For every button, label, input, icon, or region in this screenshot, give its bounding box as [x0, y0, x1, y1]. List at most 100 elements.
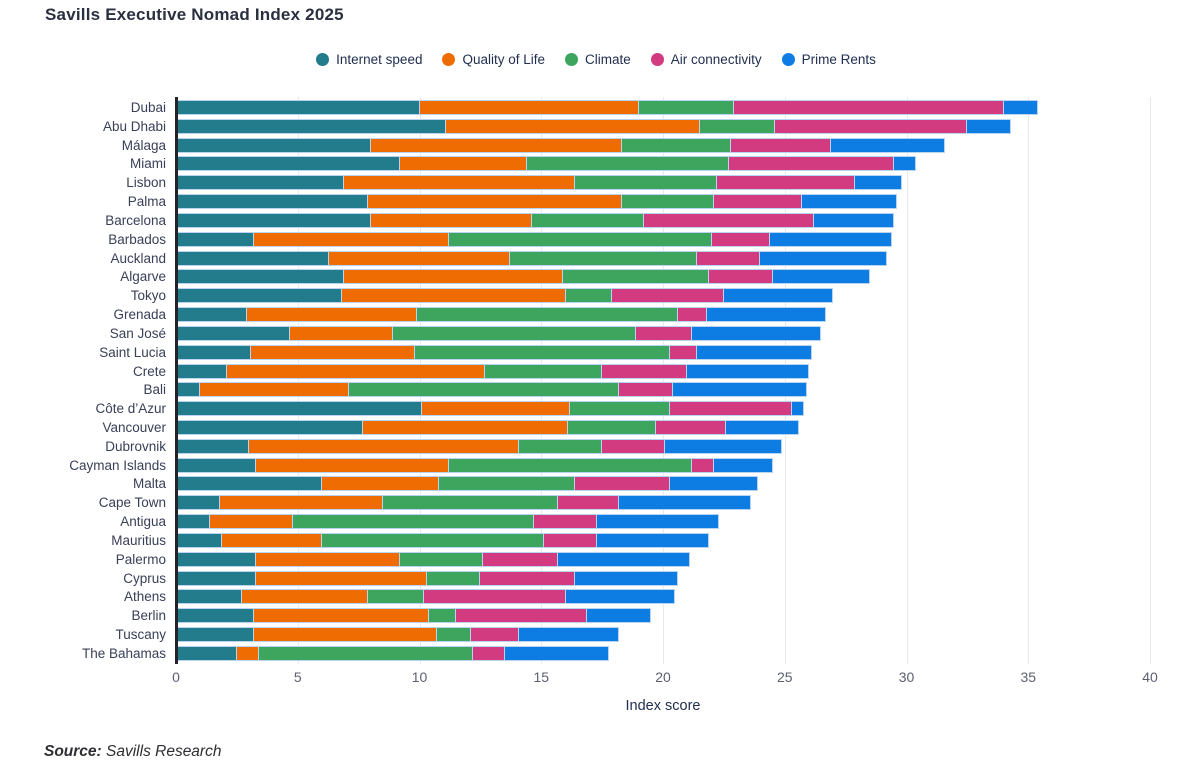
bar-track — [176, 608, 651, 624]
bar-segment-internet-speed — [176, 514, 211, 530]
x-tick-label: 35 — [1020, 669, 1037, 685]
bar-row: Grenada — [0, 305, 1038, 324]
source-label: Source: — [44, 743, 102, 760]
bar-segment-internet-speed — [176, 438, 250, 454]
bar-track — [176, 495, 751, 511]
bar-track — [176, 325, 822, 341]
bar-segment-internet-speed — [176, 532, 223, 548]
bar-segment-quality-of-life — [200, 382, 349, 398]
x-tick-label: 0 — [172, 669, 180, 685]
bar-track — [176, 627, 620, 643]
legend-item: Air connectivity — [650, 52, 762, 67]
chart-title: Savills Executive Nomad Index 2025 — [45, 5, 344, 24]
category-label: Bali — [143, 382, 166, 398]
bar-track — [176, 532, 710, 548]
bar-segment-internet-speed — [176, 325, 291, 341]
bar-segment-climate — [436, 627, 471, 643]
bar-track — [176, 570, 678, 586]
x-tick-label: 25 — [776, 669, 793, 685]
category-label: Abu Dhabi — [102, 118, 166, 134]
bar-segment-air-connectivity — [655, 419, 727, 435]
bar-segment-prime-rents — [558, 551, 690, 567]
category-label: San José — [109, 325, 166, 341]
bar-segment-air-connectivity — [470, 627, 520, 643]
bar-track — [176, 156, 917, 172]
bar-segment-quality-of-life — [341, 288, 566, 304]
bar-track — [176, 419, 800, 435]
bar-segment-internet-speed — [176, 551, 257, 567]
bar-segment-prime-rents — [855, 175, 902, 191]
bar-segment-climate — [448, 457, 693, 473]
bar-segment-internet-speed — [176, 99, 420, 115]
bar-segment-prime-rents — [670, 476, 758, 492]
bar-segment-air-connectivity — [677, 307, 707, 323]
category-label: Saint Lucia — [99, 344, 166, 360]
bar-row: Berlin — [0, 606, 1038, 625]
category-label: Tokyo — [130, 288, 166, 304]
x-tick-label: 10 — [411, 669, 428, 685]
bar-segment-air-connectivity — [728, 156, 895, 172]
category-label: Dubrovnik — [105, 438, 166, 454]
bar-row: Palermo — [0, 550, 1038, 569]
bar-track — [176, 231, 892, 247]
bar-segment-climate — [348, 382, 620, 398]
bar-segment-air-connectivity — [473, 645, 505, 661]
bar-segment-climate — [258, 645, 474, 661]
bar-segment-air-connectivity — [733, 99, 1004, 115]
bar-track — [176, 344, 812, 360]
bar-segment-prime-rents — [575, 570, 678, 586]
x-tick-label: 30 — [898, 669, 915, 685]
legend-item: Internet speed — [316, 52, 422, 67]
bar-segment-quality-of-life — [344, 269, 564, 285]
bar-segment-prime-rents — [813, 212, 895, 228]
legend-label: Quality of Life — [462, 52, 546, 67]
category-label: Málaga — [121, 137, 166, 153]
bar-segment-quality-of-life — [241, 589, 369, 605]
bar-track — [176, 476, 758, 492]
gridline — [1028, 97, 1030, 664]
legend-item: Climate — [565, 52, 631, 67]
bar-track — [176, 118, 1012, 134]
legend-label: Prime Rents — [801, 52, 876, 67]
bar-segment-prime-rents — [687, 363, 810, 379]
bar-segment-quality-of-life — [419, 99, 639, 115]
bar-segment-internet-speed — [176, 645, 237, 661]
bar-row: San José — [0, 324, 1038, 343]
bar-segment-climate — [400, 551, 483, 567]
bar-track — [176, 514, 719, 530]
gridline — [419, 97, 421, 664]
bar-segment-quality-of-life — [400, 156, 527, 172]
bar-row: Athens — [0, 588, 1038, 607]
bar-segment-climate — [526, 156, 729, 172]
bar-row: Crete — [0, 362, 1038, 381]
bar-segment-prime-rents — [665, 438, 783, 454]
bar-row: Cyprus — [0, 569, 1038, 588]
bar-segment-climate — [638, 99, 734, 115]
bar-segment-air-connectivity — [611, 288, 724, 304]
bar-row: Malta — [0, 475, 1038, 494]
bar-segment-climate — [382, 495, 559, 511]
legend-dot-icon — [650, 53, 664, 66]
bar-segment-climate — [448, 231, 712, 247]
bar-segment-prime-rents — [967, 118, 1012, 134]
bar-segment-quality-of-life — [290, 325, 393, 341]
bar-track — [176, 551, 690, 567]
bar-segment-climate — [621, 137, 732, 153]
bar-segment-climate — [563, 269, 710, 285]
bar-segment-prime-rents — [697, 344, 812, 360]
bar-segment-internet-speed — [176, 476, 323, 492]
bar-segment-internet-speed — [176, 627, 254, 643]
gridline — [541, 97, 543, 664]
bar-row: Tokyo — [0, 286, 1038, 305]
bar-track — [176, 212, 895, 228]
bar-segment-air-connectivity — [543, 532, 598, 548]
bar-row: Saint Lucia — [0, 343, 1038, 362]
legend-dot-icon — [442, 53, 456, 66]
source-text: Savills Research — [106, 743, 222, 760]
category-label: Barbados — [108, 231, 166, 247]
bar-row: Dubai — [0, 98, 1038, 117]
bar-segment-quality-of-life — [368, 194, 622, 210]
x-tick-label: 15 — [533, 669, 550, 685]
bar-segment-prime-rents — [692, 325, 822, 341]
